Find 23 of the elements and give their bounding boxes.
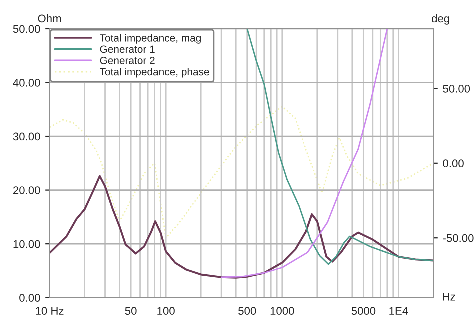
x-tick-label: 500	[238, 307, 256, 316]
x-axis-title: Hz	[443, 293, 456, 301]
y-tick-label: 10.00	[14, 240, 40, 248]
y-tick-label: 50.00	[13, 25, 40, 34]
legend-label: Generator 1	[100, 46, 155, 54]
y2-tick-label: 0.00	[443, 160, 464, 168]
y2-tick-label: -50.00	[443, 234, 474, 242]
y-tick-label: 0.00	[20, 294, 40, 302]
y-tick-label: 20.00	[14, 186, 40, 194]
y-tick-label: 40.00	[13, 79, 40, 87]
legend-label: Generator 2	[100, 57, 155, 64]
y2-axis-title: deg	[432, 14, 450, 25]
legend-label: Total impedance, phase	[100, 68, 210, 78]
x-tick-label: 1E4	[390, 307, 408, 315]
x-tick-label: 1000	[270, 307, 294, 316]
y-axis-title: Ohm	[38, 14, 62, 23]
x-tick-label: 10 Hz	[36, 307, 64, 316]
x-tick-label: 100	[158, 307, 175, 316]
x-tick-label: 50	[125, 307, 137, 316]
x-tick-label: 5000	[352, 307, 376, 316]
legend-label: Total impedance, mag	[100, 34, 202, 44]
y2-tick-label: 50.00	[443, 84, 470, 93]
y-tick-label: 30.00	[13, 132, 40, 141]
